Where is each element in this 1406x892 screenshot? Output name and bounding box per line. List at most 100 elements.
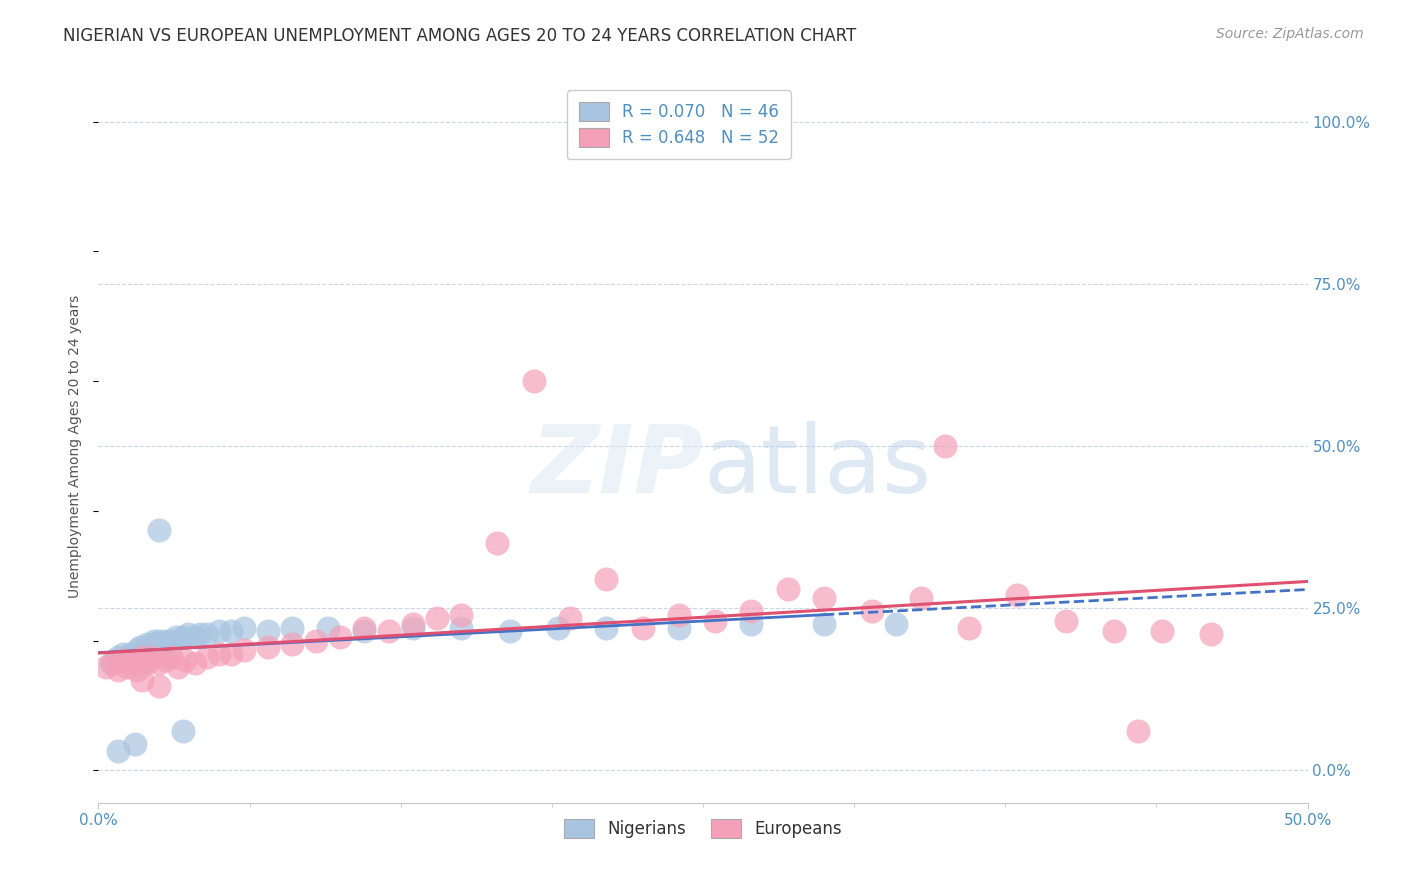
Point — [256, 624, 278, 638]
Point — [124, 649, 146, 664]
Point — [934, 439, 956, 453]
Point — [141, 640, 163, 654]
Point — [111, 653, 134, 667]
Point — [127, 663, 149, 677]
Point — [172, 631, 194, 645]
Point — [631, 621, 654, 635]
Text: atlas: atlas — [703, 421, 931, 514]
Point — [148, 633, 170, 648]
Point — [232, 621, 254, 635]
Point — [813, 591, 835, 606]
Point — [1007, 588, 1029, 602]
Point — [94, 659, 117, 673]
Point — [558, 611, 581, 625]
Point — [329, 631, 352, 645]
Point — [117, 659, 139, 673]
Point — [165, 631, 187, 645]
Point — [1054, 614, 1077, 628]
Point — [111, 647, 134, 661]
Point — [184, 631, 207, 645]
Point — [195, 627, 218, 641]
Point — [776, 582, 799, 596]
Point — [595, 572, 617, 586]
Point — [160, 633, 183, 648]
Point — [402, 617, 425, 632]
Point — [127, 643, 149, 657]
Point — [118, 657, 141, 671]
Point — [184, 657, 207, 671]
Point — [740, 604, 762, 618]
Point — [595, 621, 617, 635]
Point — [143, 633, 166, 648]
Point — [316, 621, 339, 635]
Point — [100, 657, 122, 671]
Point — [131, 673, 153, 687]
Point — [148, 524, 170, 538]
Point — [107, 744, 129, 758]
Point — [150, 637, 173, 651]
Point — [141, 649, 163, 664]
Point — [134, 653, 156, 667]
Point — [232, 643, 254, 657]
Point — [124, 738, 146, 752]
Point — [256, 640, 278, 654]
Text: ZIP: ZIP — [530, 421, 703, 514]
Point — [668, 607, 690, 622]
Text: Source: ZipAtlas.com: Source: ZipAtlas.com — [1216, 27, 1364, 41]
Point — [135, 637, 157, 651]
Point — [402, 621, 425, 635]
Point — [860, 604, 883, 618]
Point — [160, 649, 183, 664]
Point — [135, 657, 157, 671]
Point — [221, 647, 243, 661]
Point — [353, 621, 375, 635]
Point — [177, 627, 200, 641]
Point — [221, 624, 243, 638]
Text: NIGERIAN VS EUROPEAN UNEMPLOYMENT AMONG AGES 20 TO 24 YEARS CORRELATION CHART: NIGERIAN VS EUROPEAN UNEMPLOYMENT AMONG … — [63, 27, 856, 45]
Point — [498, 624, 520, 638]
Point — [155, 633, 177, 648]
Point — [523, 374, 546, 388]
Point — [195, 649, 218, 664]
Point — [152, 640, 174, 654]
Point — [281, 621, 304, 635]
Point — [101, 657, 124, 671]
Point — [128, 640, 150, 654]
Point — [910, 591, 932, 606]
Point — [167, 659, 190, 673]
Point — [353, 624, 375, 638]
Point — [131, 647, 153, 661]
Point — [117, 653, 139, 667]
Point — [668, 621, 690, 635]
Point — [172, 724, 194, 739]
Point — [486, 536, 509, 550]
Point — [305, 633, 328, 648]
Point — [704, 614, 727, 628]
Point — [1128, 724, 1150, 739]
Point — [740, 617, 762, 632]
Point — [547, 621, 569, 635]
Point — [107, 649, 129, 664]
Point — [145, 637, 167, 651]
Point — [281, 637, 304, 651]
Point — [1102, 624, 1125, 638]
Point — [188, 627, 211, 641]
Point — [138, 643, 160, 657]
Point — [131, 649, 153, 664]
Point — [957, 621, 980, 635]
Point — [148, 657, 170, 671]
Y-axis label: Unemployment Among Ages 20 to 24 years: Unemployment Among Ages 20 to 24 years — [69, 294, 83, 598]
Point — [450, 607, 472, 622]
Point — [1152, 624, 1174, 638]
Point — [107, 663, 129, 677]
Point — [208, 647, 231, 661]
Point — [208, 624, 231, 638]
Point — [450, 621, 472, 635]
Point — [813, 617, 835, 632]
Legend: Nigerians, Europeans: Nigerians, Europeans — [557, 812, 849, 845]
Point — [426, 611, 449, 625]
Point — [118, 647, 141, 661]
Point — [886, 617, 908, 632]
Point — [155, 653, 177, 667]
Point — [124, 653, 146, 667]
